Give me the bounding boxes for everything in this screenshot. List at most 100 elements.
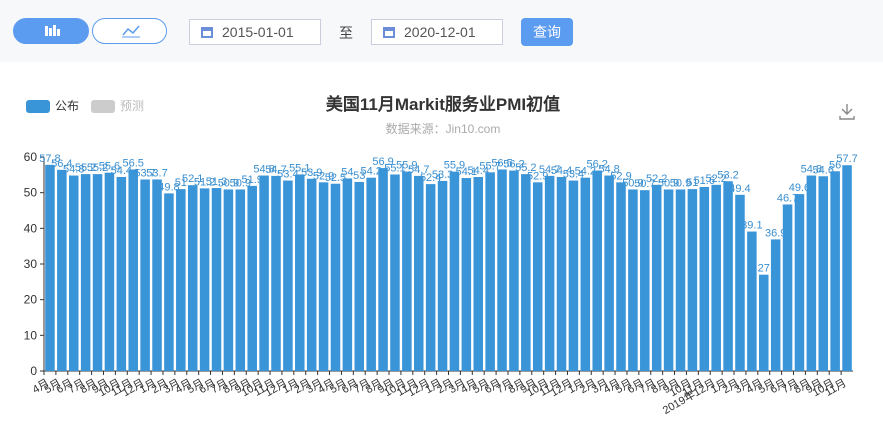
value-label: 52.9 — [527, 170, 548, 182]
bar — [485, 172, 495, 371]
bar — [675, 189, 686, 371]
bar — [223, 189, 234, 371]
bar — [711, 184, 721, 371]
bar — [247, 185, 257, 371]
bar — [723, 181, 733, 371]
value-label: 54.8 — [63, 164, 84, 176]
bar — [782, 204, 793, 371]
value-label: 53 — [353, 170, 365, 182]
bar — [283, 180, 293, 371]
bar — [318, 182, 329, 371]
bar — [509, 170, 519, 371]
bar — [461, 178, 472, 371]
value-label: 46.7 — [777, 192, 798, 204]
bar-view-toggle[interactable] — [13, 18, 89, 44]
value-label: 51.6 — [694, 175, 715, 187]
bar — [425, 184, 436, 371]
bar — [544, 175, 555, 371]
value-label: 52.5 — [325, 172, 346, 184]
value-label: 52.1 — [182, 173, 203, 185]
value-label: 55.9 — [396, 160, 417, 172]
bar — [735, 194, 745, 371]
calendar-icon — [383, 27, 395, 38]
bar — [663, 189, 674, 371]
value-label: 54.6 — [813, 164, 834, 176]
bar — [354, 181, 365, 371]
start-date: 2015-01-01 — [222, 24, 294, 40]
bar — [580, 177, 591, 371]
value-label: 57.7 — [836, 153, 857, 165]
bar — [568, 180, 579, 371]
value-label: 51.9 — [241, 174, 262, 186]
bar — [532, 182, 543, 371]
chart-title: 美国11月Markit服务业PMI初值 — [326, 94, 560, 114]
bar — [699, 186, 710, 371]
value-label: 50.9 — [218, 177, 239, 189]
bar — [211, 188, 222, 371]
y-tick-label: 50 — [24, 186, 38, 200]
bar — [116, 176, 127, 371]
bar — [842, 165, 852, 371]
bar — [152, 179, 162, 371]
bar — [378, 168, 388, 371]
value-label: 56.5 — [491, 157, 512, 169]
value-label: 54.2 — [575, 166, 596, 178]
value-label: 54 — [341, 166, 353, 178]
value-label: 54.4 — [468, 165, 489, 177]
bar — [794, 194, 805, 371]
query-button[interactable]: 查询 — [521, 18, 573, 46]
bar — [271, 175, 281, 371]
y-tick-label: 40 — [24, 221, 38, 235]
line-view-toggle[interactable] — [92, 18, 167, 44]
legend-label: 公布 — [55, 99, 79, 113]
bar — [80, 174, 91, 371]
legend-label: 预测 — [120, 99, 144, 113]
value-label: 54.8 — [598, 164, 619, 176]
value-label: 56.5 — [123, 157, 144, 169]
bar — [306, 178, 317, 371]
download-icon[interactable] — [839, 104, 855, 120]
bar — [342, 178, 353, 371]
bar — [759, 274, 769, 371]
bar — [806, 175, 817, 371]
value-label: 50.9 — [658, 177, 679, 189]
bar — [556, 176, 567, 371]
bar — [651, 184, 662, 371]
bar — [92, 174, 103, 371]
value-label: 54.2 — [360, 166, 381, 178]
value-label: 55.7 — [479, 160, 500, 172]
bar — [628, 189, 638, 371]
bar — [295, 174, 305, 371]
legend-swatch — [26, 100, 50, 113]
value-label: 36.9 — [765, 227, 786, 239]
bar — [45, 164, 55, 371]
legend-swatch — [91, 100, 115, 113]
bar — [413, 175, 424, 371]
bar — [770, 239, 781, 371]
value-label: 54.7 — [265, 164, 286, 176]
value-label: 51.3 — [206, 176, 227, 188]
value-label: 49.4 — [729, 183, 750, 195]
value-label: 51 — [175, 177, 187, 189]
value-label: 54.8 — [253, 164, 274, 176]
end-date-input[interactable]: 2020-12-01 — [371, 19, 503, 45]
bar — [366, 177, 376, 371]
value-label: 52.2 — [705, 173, 726, 185]
bar — [128, 169, 138, 371]
value-label: 50.9 — [230, 177, 251, 189]
bar — [616, 182, 626, 371]
value-label: 51 — [686, 177, 698, 189]
bar — [592, 170, 602, 371]
bar — [640, 190, 650, 371]
value-label: 49.8 — [158, 181, 179, 193]
value-label: 56.9 — [372, 156, 393, 168]
value-label: 54.4 — [111, 165, 132, 177]
value-label: 55.6 — [99, 161, 120, 173]
start-date-input[interactable]: 2015-01-01 — [189, 19, 321, 45]
value-label: 53.7 — [134, 167, 155, 179]
value-label: 49.6 — [789, 182, 810, 194]
value-label: 55.1 — [289, 162, 310, 174]
bar — [235, 189, 246, 371]
value-label: 54.4 — [551, 165, 572, 177]
bar — [830, 171, 840, 371]
